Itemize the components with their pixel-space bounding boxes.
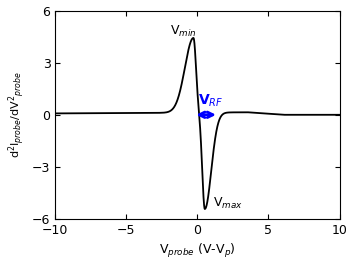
Text: V$_{RF}$: V$_{RF}$ (198, 92, 223, 109)
Text: V$_{max}$: V$_{max}$ (213, 196, 243, 211)
X-axis label: V$_{probe}$ (V-V$_p$): V$_{probe}$ (V-V$_p$) (159, 242, 236, 260)
Y-axis label: d$^2$I$_{probe}$/dV$^2$$_{probe}$: d$^2$I$_{probe}$/dV$^2$$_{probe}$ (6, 71, 26, 158)
Text: V$_{min}$: V$_{min}$ (170, 24, 197, 39)
